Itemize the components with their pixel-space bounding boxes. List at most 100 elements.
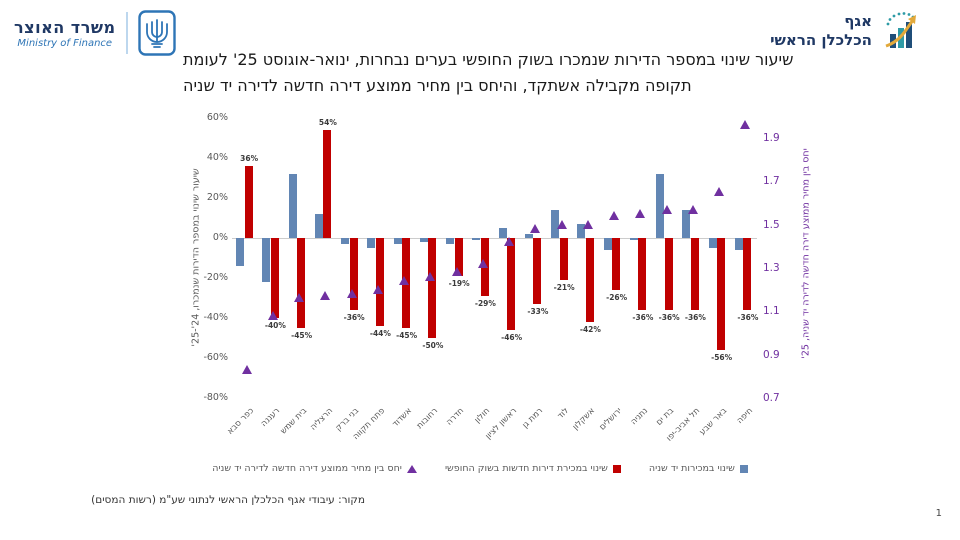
division-logo-icon: [885, 12, 916, 48]
y-axis-left-tick: -20%: [203, 272, 228, 283]
bar-new-sales: [454, 238, 463, 276]
bar-secondhand-sales: [656, 174, 665, 238]
ministry-logo-text: משרד האוצר Ministry of Finance: [14, 18, 116, 49]
division-name-line2: הכלכלן הראשי: [770, 31, 872, 49]
bar-secondhand-sales: [419, 238, 428, 242]
price-ratio-triangle-icon: [399, 276, 410, 285]
price-ratio-triangle-icon: [346, 289, 357, 298]
y-axis-right-tick: 1.1: [763, 305, 780, 318]
chart-legend: שינוי במכירות יד שניה שינוי במכירת דירות…: [170, 463, 790, 474]
legend-item-new-sales: שינוי במכירת דירות חדשות בשוק החופשי: [445, 463, 621, 474]
price-ratio-triangle-icon: [582, 219, 593, 229]
bar-new-sales: [323, 130, 332, 238]
axis-title-right: יחס בין מחיר ממוצע דירה חדשה לדירה יד שנ…: [800, 148, 812, 359]
data-label-new-sales: -44%: [369, 329, 391, 338]
price-ratio-triangle-icon: [294, 293, 305, 303]
bar-new-sales: [349, 238, 358, 310]
bar-new-sales: [375, 238, 384, 326]
bar-new-sales: [244, 166, 253, 238]
data-label-new-sales: -36%: [658, 313, 680, 322]
bar-secondhand-sales: [262, 238, 271, 282]
data-label-new-sales: -36%: [737, 313, 759, 322]
bar-secondhand-sales: [682, 210, 691, 238]
price-ratio-triangle-icon: [609, 211, 620, 220]
price-ratio-triangle-icon: [320, 291, 331, 301]
zero-baseline: [232, 238, 757, 239]
bar-secondhand-sales: [288, 174, 297, 238]
bar-secondhand-sales: [603, 238, 612, 250]
data-label-new-sales: -36%: [632, 313, 654, 322]
bar-secondhand-sales: [236, 238, 245, 266]
bar-new-sales: [612, 238, 621, 290]
source-note: מקור: עיבודי אגף הכלכלן הראשי לנתוני שע"…: [91, 494, 365, 506]
data-label-new-sales: -26%: [606, 293, 628, 302]
bar-new-sales: [638, 238, 647, 310]
bar-new-sales: [585, 238, 594, 322]
data-label-new-sales: 36%: [240, 154, 259, 163]
price-ratio-triangle-icon: [477, 258, 488, 268]
data-label-new-sales: -56%: [711, 353, 733, 362]
bar-new-sales: [270, 238, 279, 318]
legend-marker-purple-triangle-icon: [406, 464, 417, 473]
y-axis-left-tick: 40%: [206, 152, 228, 163]
data-label-new-sales: -45%: [291, 331, 313, 340]
y-axis-right-tick: 0.7: [763, 392, 780, 404]
y-axis-right-tick: 1.3: [763, 262, 780, 274]
y-axis-left-tick: -40%: [203, 312, 228, 323]
data-label-new-sales: -36%: [684, 313, 706, 322]
bar-secondhand-sales: [524, 234, 533, 238]
data-label-new-sales: -19%: [448, 279, 470, 288]
legend-item-secondhand: שינוי במכירות יד שניה: [649, 463, 748, 474]
price-ratio-triangle-icon: [530, 224, 541, 233]
page-number: 1: [935, 508, 942, 519]
price-ratio-triangle-icon: [740, 120, 751, 129]
bar-new-sales: [743, 238, 752, 310]
data-label-new-sales: -21%: [553, 283, 575, 292]
logo-separator: [125, 12, 128, 54]
legend-label-secondhand: שינוי במכירות יד שניה: [648, 463, 735, 474]
price-ratio-triangle-icon: [635, 208, 646, 218]
bar-secondhand-sales: [367, 238, 376, 248]
chief-economist-division-logo: אגף הכלכלן הראשי: [770, 10, 922, 52]
price-ratio-triangle-icon: [687, 204, 698, 214]
bar-secondhand-sales: [341, 238, 350, 244]
bar-new-sales: [664, 238, 673, 310]
bar-new-sales: [533, 238, 542, 304]
y-axis-left-tick: -80%: [203, 392, 228, 403]
y-axis-left-tick: -60%: [203, 352, 228, 363]
y-axis-left-tick: 20%: [206, 192, 228, 203]
y-axis-right-tick: 0.9: [763, 348, 780, 361]
bar-secondhand-sales: [446, 238, 455, 244]
ministry-name-english: Ministry of Finance: [17, 37, 113, 49]
data-label-new-sales: -29%: [474, 299, 496, 308]
bar-secondhand-sales: [629, 238, 638, 240]
data-label-new-sales: -42%: [579, 325, 601, 334]
bar-new-sales: [717, 238, 726, 350]
ministry-name-hebrew: משרד האוצר: [14, 17, 116, 37]
israel-state-emblem-icon: [137, 10, 176, 56]
bar-secondhand-sales: [551, 210, 560, 238]
price-ratio-triangle-icon: [241, 364, 252, 374]
y-axis-left-tick: 60%: [206, 112, 228, 123]
axis-title-left: שיעור שינוי במספר הדירות שנמכרו, 24'-25': [190, 168, 202, 347]
bar-secondhand-sales: [393, 238, 402, 244]
data-label-new-sales: 54%: [318, 118, 337, 127]
bar-secondhand-sales: [734, 238, 743, 250]
y-axis-right-tick: 1.5: [763, 218, 780, 231]
bar-secondhand-sales: [708, 238, 717, 248]
legend-label-price-ratio: יחס בין מחיר ממוצע דירה חדשה לדירה יד שנ…: [212, 463, 402, 474]
legend-marker-blue-square-icon: [739, 464, 748, 473]
data-label-new-sales: -46%: [501, 333, 523, 342]
bar-new-sales: [297, 238, 306, 328]
bar-secondhand-sales: [498, 228, 507, 238]
price-ratio-triangle-icon: [372, 284, 383, 294]
slide-title-line2: תקופה מקבילה אשתקד, והיחס בין מחיר ממוצע…: [183, 76, 692, 95]
division-name-line1: אגף: [844, 12, 872, 31]
data-label-new-sales: -33%: [527, 307, 549, 316]
data-label-new-sales: -45%: [396, 331, 418, 340]
bar-new-sales: [559, 238, 568, 280]
y-axis-right-tick: 1.9: [763, 132, 780, 144]
price-ratio-triangle-icon: [267, 310, 278, 320]
bar-new-sales: [507, 238, 516, 330]
